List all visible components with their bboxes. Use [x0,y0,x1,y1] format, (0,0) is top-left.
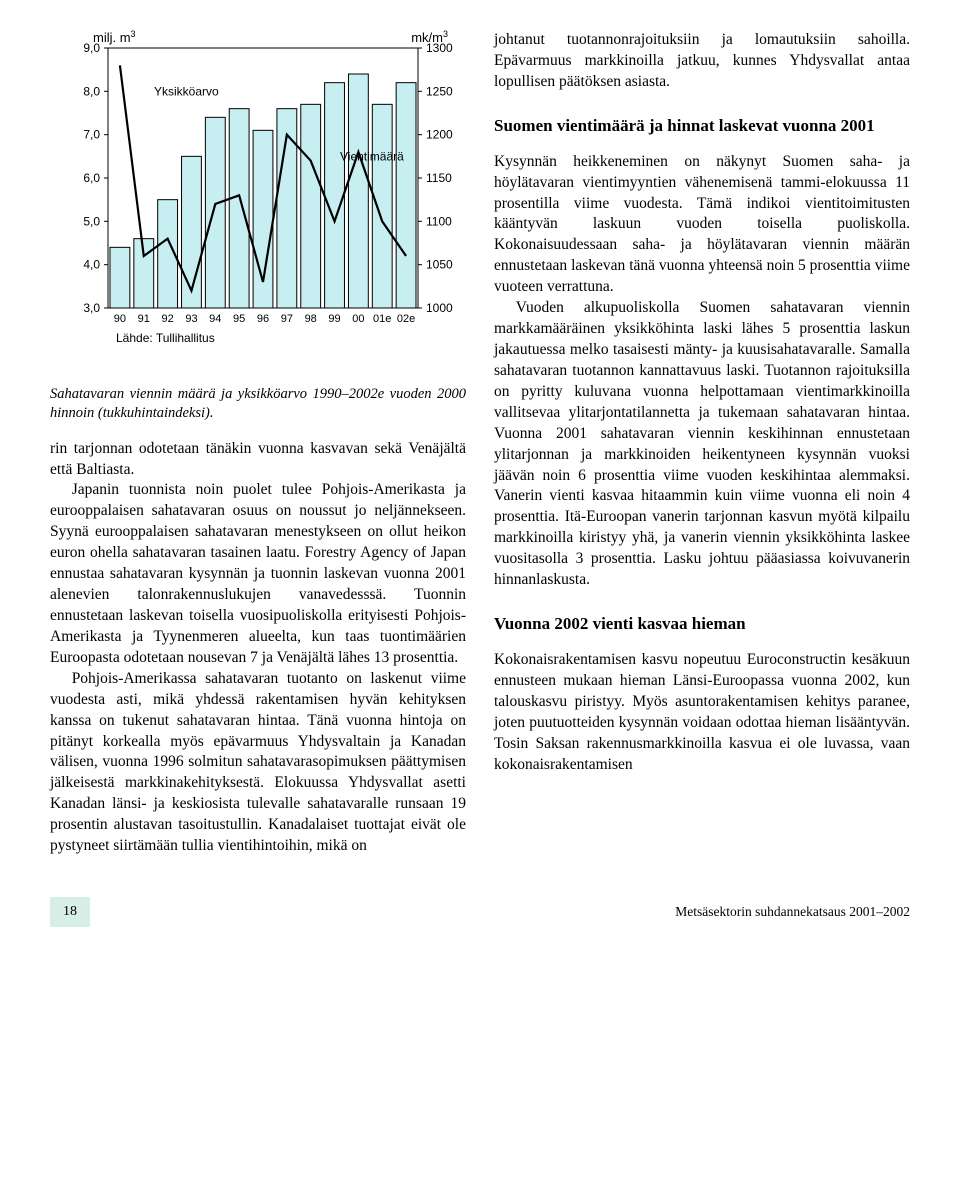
svg-text:Yksikköarvo: Yksikköarvo [154,84,219,98]
svg-text:1300: 1300 [426,41,453,55]
body-text: johtanut tuotannonrajoituksiin ja lomaut… [494,30,910,93]
section-heading: Suomen vientimäärä ja hinnat laskevat vu… [494,115,910,138]
svg-text:5,0: 5,0 [83,214,100,228]
svg-text:93: 93 [185,313,197,325]
page-number: 18 [50,897,90,927]
chart-caption: Sahatavaran viennin määrä ja yksikköarvo… [50,385,466,423]
svg-text:91: 91 [138,313,150,325]
publication-title: Metsäsektorin suhdannekatsaus 2001–2002 [675,904,910,920]
svg-text:97: 97 [281,313,293,325]
svg-text:95: 95 [233,313,245,325]
svg-text:9,0: 9,0 [83,41,100,55]
svg-text:6,0: 6,0 [83,171,100,185]
page-footer: 18 Metsäsektorin suhdannekatsaus 2001–20… [50,897,910,927]
svg-text:1050: 1050 [426,258,453,272]
svg-text:Vientimäärä: Vientimäärä [340,149,404,163]
body-text: Kokonaisrakentamisen kasvu nopeutuu Euro… [494,650,910,776]
svg-text:1150: 1150 [426,171,452,185]
svg-text:92: 92 [161,313,173,325]
bar-line-chart: milj. m3mk/m39,08,07,06,05,04,03,0130012… [50,30,470,360]
svg-text:00: 00 [352,313,364,325]
svg-text:3,0: 3,0 [83,301,100,315]
body-text: Vuoden alkupuoliskolla Suomen sahatavara… [494,298,910,591]
svg-text:90: 90 [114,313,126,325]
svg-text:Lähde: Tullihallitus: Lähde: Tullihallitus [116,331,215,345]
svg-text:4,0: 4,0 [83,258,100,272]
svg-text:1000: 1000 [426,301,453,315]
svg-text:1200: 1200 [426,128,453,142]
svg-text:94: 94 [209,313,221,325]
chart-container: milj. m3mk/m39,08,07,06,05,04,03,0130012… [50,30,466,367]
svg-text:7,0: 7,0 [83,128,100,142]
svg-text:96: 96 [257,313,269,325]
svg-text:1100: 1100 [426,214,452,228]
section-heading: Vuonna 2002 vienti kasvaa hieman [494,613,910,636]
body-text: Japanin tuonnista noin puolet tulee Pohj… [50,480,466,668]
svg-text:02e: 02e [397,313,415,325]
svg-text:1250: 1250 [426,84,453,98]
svg-text:98: 98 [305,313,317,325]
svg-text:8,0: 8,0 [83,84,100,98]
svg-text:99: 99 [328,313,340,325]
body-text: Pohjois-Amerikassa sahatavaran tuotanto … [50,669,466,857]
body-text: Kysynnän heikkeneminen on näkynyt Suomen… [494,152,910,298]
body-text: rin tarjonnan odotetaan tänäkin vuonna k… [50,439,466,481]
svg-text:01e: 01e [373,313,391,325]
